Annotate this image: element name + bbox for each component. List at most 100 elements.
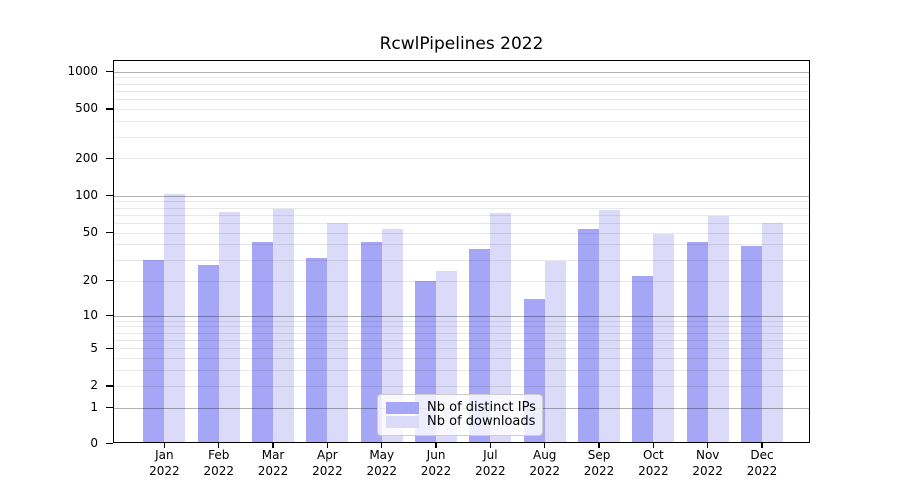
- bar-distinct-ips-nov: [686, 241, 708, 443]
- x-tick-year-may: 2022: [366, 464, 397, 478]
- gridline-major-100: [113, 195, 810, 197]
- bar-distinct-ips-oct: [632, 275, 654, 443]
- bar-distinct-ips-jan: [143, 259, 165, 443]
- x-tick-label-mar: Mar 2022: [242, 447, 304, 479]
- x-tick-month-jul: Jul: [483, 448, 498, 462]
- x-tick-label-jun: Jun 2022: [405, 447, 467, 479]
- y-tick-label-0: 0: [90, 435, 98, 450]
- x-tick-month-feb: Feb: [208, 448, 230, 462]
- gridline-minor-200: [113, 158, 810, 160]
- bar-distinct-ips-dec: [741, 245, 763, 443]
- x-tick-jul: [489, 443, 491, 448]
- legend-item-downloads: Nb of downloads: [386, 414, 536, 429]
- bar-downloads-may: [381, 228, 403, 443]
- y-tick-2: [106, 385, 113, 387]
- y-tick-500: [106, 108, 113, 110]
- x-tick-year-jun: 2022: [420, 464, 452, 478]
- x-tick-feb: [218, 443, 220, 448]
- y-tick-20: [106, 280, 113, 282]
- x-tick-label-sep: Sep 2022: [568, 447, 630, 479]
- x-tick-year-aug: 2022: [529, 464, 560, 478]
- gridline-minor-300: [113, 136, 810, 138]
- x-tick-month-mar: Mar: [261, 448, 285, 462]
- legend-swatch-downloads: [386, 416, 419, 428]
- x-tick-year-nov: 2022: [692, 464, 723, 478]
- bar-downloads-oct: [653, 233, 675, 443]
- bar-downloads-aug: [544, 261, 566, 443]
- y-tick-label-1000: 1000: [67, 64, 98, 79]
- bar-downloads-nov: [707, 216, 729, 443]
- x-tick-month-aug: Aug: [532, 448, 557, 462]
- gridline-minor-2: [113, 385, 810, 387]
- y-tick-0: [106, 442, 113, 444]
- gridline-minor-80: [113, 207, 810, 209]
- bar-downloads-jul: [490, 213, 512, 443]
- x-tick-mar: [272, 443, 274, 448]
- gridline-minor-7: [113, 332, 810, 334]
- x-tick-month-jun: Jun: [426, 448, 446, 462]
- x-tick-label-jan: Jan 2022: [133, 447, 195, 479]
- x-tick-month-jan: Jan: [155, 448, 174, 462]
- gridline-minor-700: [113, 90, 810, 92]
- bar-distinct-ips-feb: [197, 265, 219, 443]
- gridline-minor-30: [113, 259, 810, 261]
- gridline-minor-20: [113, 280, 810, 282]
- gridline-minor-70: [113, 214, 810, 216]
- gridline-minor-90: [113, 201, 810, 203]
- x-tick-label-jul: Jul 2022: [459, 447, 521, 479]
- x-tick-year-mar: 2022: [257, 464, 289, 478]
- x-tick-month-may: May: [369, 448, 395, 462]
- x-tick-month-nov: Nov: [695, 448, 720, 462]
- y-tick-label-100: 100: [75, 188, 98, 203]
- bar-downloads-feb: [218, 211, 240, 443]
- gridline-minor-400: [113, 121, 810, 123]
- x-tick-year-jul: 2022: [475, 464, 506, 478]
- legend-label-distinct-ips: Nb of distinct IPs: [427, 400, 536, 415]
- y-tick-label-10: 10: [82, 308, 98, 323]
- y-tick-label-20: 20: [82, 273, 98, 288]
- y-tick-200: [106, 157, 113, 160]
- y-tick-5: [106, 347, 113, 350]
- x-tick-jun: [435, 443, 437, 448]
- x-tick-label-dec: Dec 2022: [731, 447, 793, 479]
- x-tick-year-apr: 2022: [312, 464, 343, 478]
- x-tick-aug: [544, 443, 546, 448]
- bar-downloads-sep: [599, 210, 621, 443]
- x-tick-label-feb: Feb 2022: [188, 447, 250, 479]
- bar-distinct-ips-sep: [578, 229, 600, 443]
- gridline-major-10: [113, 315, 810, 317]
- gridline-minor-60: [113, 222, 810, 224]
- gridline-minor-3: [113, 370, 810, 372]
- legend-swatch-distinct-ips: [386, 402, 419, 414]
- legend: Nb of distinct IPs Nb of downloads: [377, 394, 543, 436]
- gridline-minor-600: [113, 99, 810, 101]
- gridline-minor-900: [113, 77, 810, 79]
- bar-downloads-mar: [273, 208, 295, 443]
- y-tick-1: [106, 407, 113, 409]
- y-tick-label-50: 50: [82, 225, 98, 240]
- x-tick-may: [381, 443, 383, 448]
- gridline-minor-5: [113, 348, 810, 350]
- x-tick-apr: [326, 443, 328, 448]
- bar-downloads-apr: [327, 222, 349, 443]
- legend-label-downloads: Nb of downloads: [427, 414, 536, 429]
- bar-downloads-dec: [762, 222, 784, 443]
- x-tick-label-aug: Aug 2022: [514, 447, 576, 479]
- x-tick-year-oct: 2022: [638, 464, 669, 478]
- y-tick-label-500: 500: [75, 101, 98, 116]
- legend-item-distinct-ips: Nb of distinct IPs: [386, 400, 536, 415]
- x-tick-oct: [652, 443, 654, 448]
- bar-distinct-ips-mar: [252, 241, 274, 443]
- gridline-major-1000: [113, 71, 810, 73]
- x-tick-month-dec: Dec: [750, 448, 774, 462]
- gridline-minor-9: [113, 320, 810, 322]
- x-tick-year-jan: 2022: [149, 464, 180, 478]
- gridline-minor-40: [113, 244, 810, 246]
- gridline-minor-500: [113, 108, 810, 110]
- x-tick-month-sep: Sep: [587, 448, 611, 462]
- y-tick-label-1: 1: [90, 400, 98, 415]
- gridline-minor-800: [113, 83, 810, 85]
- x-tick-label-may: May 2022: [351, 447, 413, 479]
- x-tick-jan: [163, 443, 165, 448]
